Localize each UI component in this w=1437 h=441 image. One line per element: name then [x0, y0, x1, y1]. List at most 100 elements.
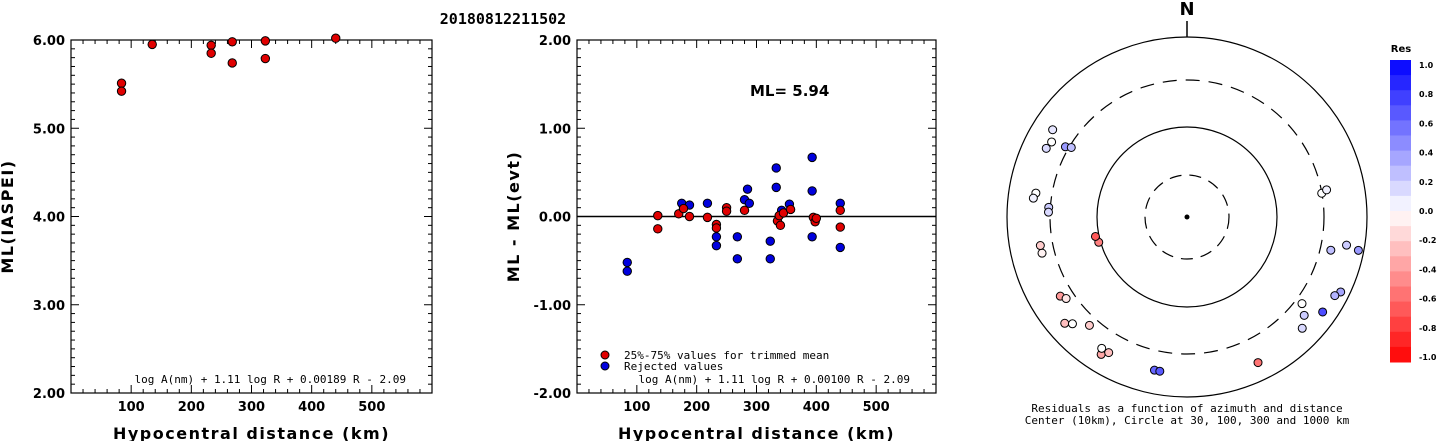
data-point — [206, 48, 216, 58]
colorbar-tick-label: 1.0 — [1419, 61, 1434, 70]
x-axis-label: Hypocentral distance (km) — [113, 424, 390, 441]
ml-vs-distance-panel: 100 200 300 400 500 2.00 3.00 4.00 5.00 6.00 Hypoc… — [0, 33, 433, 441]
data-point — [771, 163, 781, 173]
data-point — [684, 211, 695, 222]
map-caption-line2: Center (10km), Circle at 30, 100, 300 an… — [1025, 414, 1350, 427]
station-marker — [1322, 185, 1332, 195]
data-point — [116, 86, 127, 96]
data-point — [835, 242, 845, 253]
x-tick-label: 300 — [238, 400, 265, 415]
station-marker — [1330, 291, 1340, 301]
colorbar-segment — [1390, 60, 1411, 76]
station-marker — [1353, 245, 1363, 255]
data-point — [742, 184, 753, 194]
data-point — [711, 223, 722, 233]
colorbar-segment — [1390, 120, 1411, 136]
station-marker — [1061, 294, 1071, 304]
station-marker — [1035, 241, 1045, 251]
station-marker — [1037, 248, 1047, 258]
station-marker — [1048, 125, 1058, 135]
data-point — [811, 213, 822, 223]
colorbar-segment — [1390, 180, 1411, 197]
colorbar-tick-label: -0.6 — [1419, 295, 1437, 304]
colorbar-segment — [1390, 90, 1411, 106]
station-marker — [1326, 245, 1336, 255]
station-marker — [1297, 323, 1307, 333]
station-marker — [1067, 319, 1077, 329]
residual-vs-distance-panel: 100 200 300 400 500 -2.00 -1.00 0.00 1.00 2.00 Hyp… — [504, 34, 937, 441]
station-marker — [1318, 307, 1328, 317]
colorbar-segment — [1390, 211, 1411, 227]
circle-100km — [1096, 126, 1278, 308]
epicenter-dot — [1184, 214, 1190, 220]
data-point — [721, 206, 732, 216]
map-caption-line1: Residuals as a function of azimuth and d… — [1031, 402, 1342, 415]
colorbar-segment — [1390, 271, 1411, 287]
data-point — [744, 198, 755, 208]
colorbar-segment — [1390, 165, 1411, 182]
y-tick-label: 0.00 — [539, 211, 571, 226]
data-point — [732, 254, 743, 264]
x-tick-label: 400 — [803, 400, 830, 415]
colorbar-segment — [1390, 135, 1411, 152]
y-tick-label: 1.00 — [539, 122, 571, 137]
y-axis-label: ML(IASPEI) — [0, 159, 17, 273]
colorbar-tick-label: 0.2 — [1419, 178, 1433, 187]
data-point — [765, 254, 775, 264]
formula-text: log A(nm) + 1.11 log R + 0.00100 R - 2.0… — [638, 373, 910, 386]
y-tick-label: 3.00 — [33, 299, 65, 314]
y-tick-label: -2.00 — [534, 387, 571, 402]
data-point — [653, 210, 663, 221]
station-marker — [1097, 343, 1107, 353]
legend-label: Rejected values — [624, 360, 723, 373]
station-marker — [1297, 299, 1307, 309]
colorbar-segment — [1390, 241, 1411, 257]
data-point — [807, 186, 817, 196]
y-axis-label: ML - ML(evt) — [504, 151, 523, 283]
y-tick-label: 6.00 — [33, 34, 65, 49]
x-axis-label: Hypocentral distance (km) — [618, 424, 895, 441]
station-marker — [1028, 193, 1038, 203]
station-marker — [1253, 358, 1263, 368]
data-point — [785, 204, 796, 215]
colorbar-segment — [1390, 256, 1411, 272]
station-marker — [1299, 310, 1309, 320]
colorbar-tick-label: -0.4 — [1419, 265, 1437, 274]
y-tick-label: 2.00 — [539, 34, 571, 49]
y-tick-label: 4.00 — [33, 211, 65, 226]
data-point — [206, 40, 216, 50]
colorbar-segment — [1390, 316, 1411, 333]
data-point — [622, 257, 632, 268]
colorbar-segment — [1390, 105, 1411, 121]
station-marker — [1084, 320, 1094, 330]
colorbar-segment — [1390, 75, 1411, 91]
data-point — [227, 58, 237, 68]
x-tick-label: 100 — [623, 400, 650, 415]
colorbar-segment — [1390, 195, 1411, 212]
y-tick-label: 5.00 — [33, 122, 65, 137]
data-point — [622, 266, 632, 276]
x-tick-label: 100 — [118, 400, 145, 415]
data-point — [227, 37, 237, 47]
data-point — [732, 232, 743, 242]
ml-annotation: ML= 5.94 — [750, 82, 829, 100]
residual-colorbar: Res 1.0 0.8 0.6 0.4 0.2 0.0 -0.2 -0.4 -0.6 -0.8 -1.… — [1390, 44, 1437, 363]
data-point — [807, 152, 817, 163]
circle-300km — [1049, 79, 1325, 355]
y-tick-label: 2.00 — [33, 387, 65, 402]
data-point — [807, 232, 817, 242]
station-marker — [1060, 318, 1070, 328]
x-tick-label: 200 — [178, 400, 205, 415]
station-marker — [1090, 231, 1100, 241]
colorbar-segment — [1390, 226, 1411, 242]
colorbar-segment — [1390, 286, 1411, 303]
x-tick-label: 500 — [358, 400, 385, 415]
colorbar-segment — [1390, 346, 1411, 363]
x-tick-label: 200 — [683, 400, 710, 415]
station-marker — [1047, 137, 1057, 147]
data-point — [260, 53, 271, 64]
data-point — [116, 78, 127, 88]
data-point — [702, 212, 713, 223]
colorbar-tick-label: 0.8 — [1419, 90, 1434, 99]
